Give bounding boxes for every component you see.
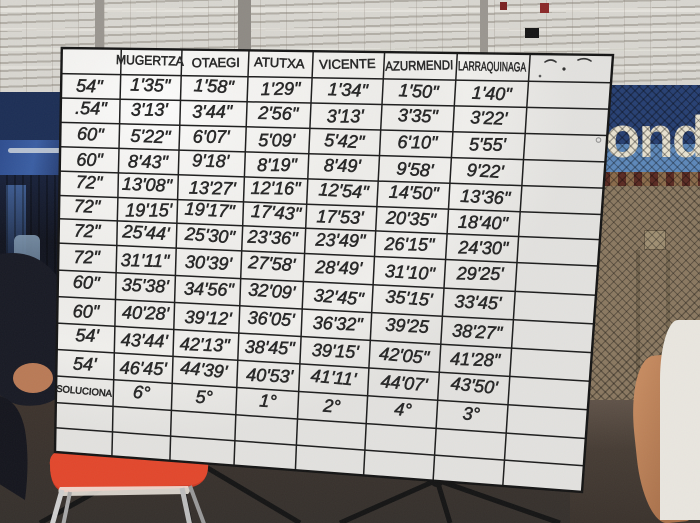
svg-text:31'10": 31'10" bbox=[384, 261, 437, 284]
svg-text:41'28": 41'28" bbox=[450, 349, 502, 371]
svg-text:5'22": 5'22" bbox=[130, 126, 172, 148]
svg-text:33'45': 33'45' bbox=[454, 291, 502, 313]
svg-text:23'49": 23'49" bbox=[314, 230, 367, 251]
svg-text:8'49': 8'49' bbox=[324, 155, 362, 176]
svg-text:72": 72" bbox=[73, 247, 101, 267]
svg-text:72": 72" bbox=[73, 220, 102, 241]
svg-text:3'22': 3'22' bbox=[470, 107, 508, 128]
svg-text:42'13": 42'13" bbox=[179, 334, 231, 356]
svg-text:6'07': 6'07' bbox=[193, 127, 231, 147]
svg-text:3'44": 3'44" bbox=[192, 102, 234, 122]
svg-text:1'35": 1'35" bbox=[130, 74, 172, 95]
svg-text:1'50": 1'50" bbox=[398, 80, 440, 102]
svg-text:1'58": 1'58" bbox=[193, 75, 235, 97]
svg-text:38'45": 38'45" bbox=[244, 337, 296, 359]
svg-text:20'35": 20'35" bbox=[385, 207, 439, 230]
svg-text:8'43": 8'43" bbox=[128, 151, 170, 172]
svg-text:5'09': 5'09' bbox=[258, 130, 296, 150]
svg-text:1'40": 1'40" bbox=[471, 83, 513, 105]
svg-text:2°: 2° bbox=[322, 395, 342, 416]
svg-text:39'15': 39'15' bbox=[311, 340, 359, 362]
svg-text:29'25': 29'25' bbox=[456, 263, 505, 284]
svg-text:6°: 6° bbox=[132, 382, 151, 404]
svg-text:3°: 3° bbox=[462, 403, 480, 424]
svg-text:28'49': 28'49' bbox=[314, 257, 363, 279]
svg-text:.54": .54" bbox=[75, 98, 109, 119]
svg-text:60": 60" bbox=[73, 301, 101, 322]
svg-text:13'08": 13'08" bbox=[122, 174, 174, 196]
svg-text:36'05': 36'05' bbox=[247, 308, 296, 331]
svg-text:14'50": 14'50" bbox=[388, 182, 440, 204]
svg-text:26'15": 26'15" bbox=[383, 234, 436, 255]
svg-text:54': 54' bbox=[75, 325, 100, 346]
svg-text:60": 60" bbox=[76, 123, 105, 145]
svg-text:19'15': 19'15' bbox=[125, 200, 172, 220]
svg-text:39'25: 39'25 bbox=[385, 315, 431, 337]
svg-text:17'53': 17'53' bbox=[316, 206, 364, 228]
svg-text:5°: 5° bbox=[195, 387, 213, 408]
svg-text:72": 72" bbox=[75, 172, 104, 193]
svg-text:5'55': 5'55' bbox=[469, 134, 507, 154]
svg-text:60": 60" bbox=[72, 272, 101, 294]
svg-text:25'30": 25'30" bbox=[183, 224, 237, 248]
svg-text:40'28': 40'28' bbox=[122, 302, 170, 324]
svg-text:3'35": 3'35" bbox=[398, 105, 440, 126]
svg-text:41'11': 41'11' bbox=[310, 366, 358, 390]
svg-text:AZURMENDI: AZURMENDI bbox=[385, 57, 453, 73]
svg-text:1'34": 1'34" bbox=[328, 79, 370, 101]
svg-text:60": 60" bbox=[76, 150, 104, 170]
svg-text:24'30": 24'30" bbox=[457, 237, 510, 258]
svg-text:44'07': 44'07' bbox=[380, 371, 429, 395]
svg-text:46'45': 46'45' bbox=[119, 358, 167, 379]
svg-text:9'22': 9'22' bbox=[466, 160, 505, 182]
svg-text:1'29": 1'29" bbox=[261, 79, 303, 100]
svg-text:ATUTXA: ATUTXA bbox=[254, 54, 305, 71]
svg-text:12'16": 12'16" bbox=[251, 178, 303, 199]
svg-text:43'44': 43'44' bbox=[121, 330, 169, 352]
svg-text:19'17": 19'17" bbox=[184, 199, 237, 222]
svg-text:13'27': 13'27' bbox=[189, 177, 237, 198]
svg-text:2'56": 2'56" bbox=[257, 103, 300, 124]
svg-text:72": 72" bbox=[73, 196, 102, 217]
svg-text:1°: 1° bbox=[259, 390, 278, 411]
svg-text:9'58': 9'58' bbox=[396, 158, 435, 180]
svg-text:6'10": 6'10" bbox=[397, 132, 439, 153]
svg-text:54': 54' bbox=[73, 354, 98, 375]
svg-text:32'09': 32'09' bbox=[248, 279, 297, 303]
svg-text:54": 54" bbox=[76, 76, 105, 97]
svg-text:MUGERTZA: MUGERTZA bbox=[116, 52, 185, 69]
svg-text:18'40": 18'40" bbox=[458, 212, 510, 234]
svg-text:31'11": 31'11" bbox=[121, 250, 172, 271]
svg-text:3'13': 3'13' bbox=[131, 100, 168, 120]
svg-text:35'38': 35'38' bbox=[121, 275, 169, 297]
svg-text:13'36": 13'36" bbox=[460, 186, 512, 209]
svg-text:35'15': 35'15' bbox=[385, 286, 434, 310]
svg-text:OTAEGI: OTAEGI bbox=[192, 55, 240, 70]
svg-text:34'56": 34'56" bbox=[184, 279, 236, 301]
svg-text:23'36": 23'36" bbox=[246, 226, 299, 248]
svg-text:LARRAQUINAGA: LARRAQUINAGA bbox=[458, 58, 526, 74]
svg-text:39'12': 39'12' bbox=[184, 307, 232, 329]
svg-text:25'44': 25'44' bbox=[121, 221, 171, 244]
svg-text:30'39': 30'39' bbox=[185, 252, 233, 274]
svg-text:40'53': 40'53' bbox=[246, 365, 294, 387]
svg-text:17'43": 17'43" bbox=[251, 201, 304, 224]
svg-text:3'13': 3'13' bbox=[327, 107, 364, 127]
svg-text:38'27": 38'27" bbox=[452, 320, 505, 343]
svg-text:4°: 4° bbox=[393, 399, 412, 421]
svg-text:12'54": 12'54" bbox=[318, 179, 371, 202]
svg-text:9'18': 9'18' bbox=[192, 150, 230, 171]
svg-text:5'42": 5'42" bbox=[324, 130, 366, 152]
svg-text:8'19": 8'19" bbox=[257, 155, 298, 175]
svg-text:VICENTE: VICENTE bbox=[319, 56, 376, 72]
svg-text:27'58': 27'58' bbox=[247, 252, 297, 275]
svg-text:36'32": 36'32" bbox=[312, 313, 364, 335]
